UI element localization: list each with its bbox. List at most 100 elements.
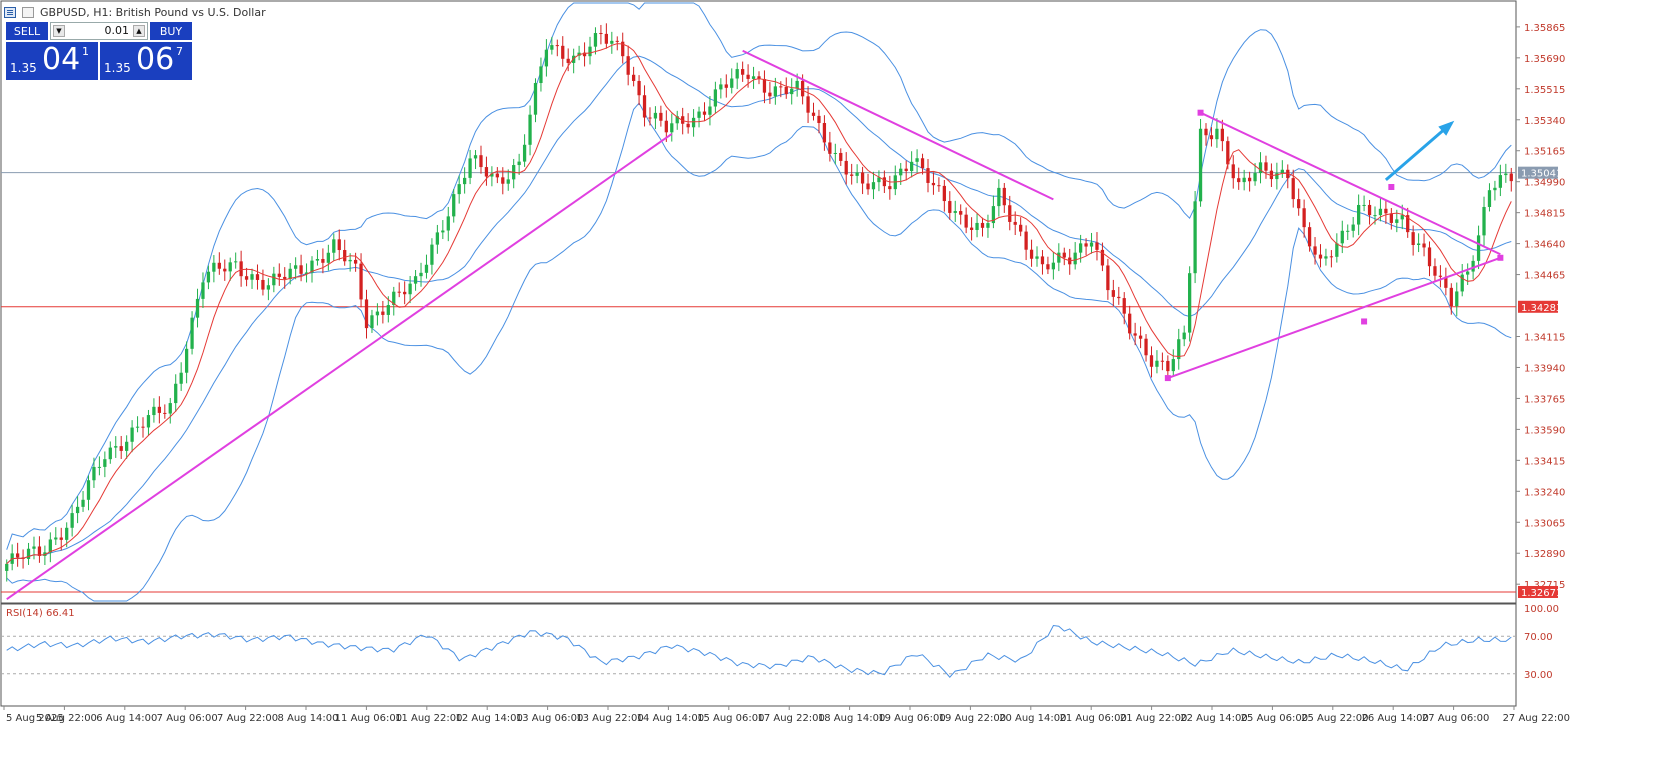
time-tick-label: 5 Aug 22:00 [36, 713, 97, 724]
decrease-lot-icon[interactable]: ▼ [53, 25, 65, 37]
candle-body [1346, 230, 1350, 232]
candle-body [599, 33, 603, 35]
candle-body [702, 111, 707, 115]
candle-body [1215, 128, 1219, 140]
increase-lot-icon[interactable]: ▲ [133, 25, 145, 37]
candle-body [1297, 199, 1301, 209]
candle-body [1438, 275, 1443, 277]
price-tick-label: 1.35865 [1524, 23, 1565, 34]
lot-size-stepper[interactable]: ▼ 0.01 ▲ [50, 22, 148, 40]
candle-body [157, 406, 161, 413]
candle-body [310, 260, 314, 273]
candle-body [790, 88, 794, 95]
candle-body [670, 123, 674, 133]
candle-body [904, 168, 908, 172]
candle-body [5, 563, 9, 571]
sell-price-box[interactable]: 1.35 04 1 [6, 42, 98, 80]
support-price-label: 1.32671 [1521, 588, 1562, 599]
candle-body [223, 268, 227, 272]
candle-body [1024, 231, 1028, 250]
candle-body [184, 348, 189, 373]
candle-body [337, 239, 341, 251]
candle-body [304, 272, 309, 274]
candle-body [659, 112, 663, 121]
candle-body [877, 177, 881, 183]
candle-body [228, 262, 232, 272]
bullish-arrow [1384, 122, 1453, 182]
support-price-tag [1518, 585, 1558, 598]
candle-body [920, 158, 925, 169]
candle-body [1504, 173, 1508, 176]
candle-body [452, 194, 456, 217]
candle-body [108, 447, 112, 460]
chart-settings-icon[interactable] [22, 7, 34, 18]
candle-body [784, 86, 788, 95]
candle-body [261, 279, 265, 290]
candle-body [550, 45, 554, 50]
candle-body [1144, 338, 1148, 356]
candle-body [850, 174, 854, 176]
candle-body [255, 274, 260, 280]
time-tick-label: 12 Aug 14:00 [455, 713, 522, 724]
buy-button[interactable]: BUY [150, 22, 192, 40]
candle-body [75, 506, 80, 514]
candle-body [1476, 235, 1481, 261]
candle-body [1220, 128, 1224, 142]
sell-price-prefix: 1.35 [10, 61, 37, 75]
bollinger-middle-band [6, 55, 1512, 565]
candle-body [795, 80, 799, 89]
trendline-anchor [1388, 184, 1395, 190]
candle-body [969, 227, 974, 230]
candle-body [1084, 243, 1088, 247]
chart-title: GBPUSD, H1: British Pound vs U.S. Dollar [40, 6, 266, 19]
candle-body [517, 161, 521, 166]
candle-body [168, 403, 172, 414]
lot-size-value[interactable]: 0.01 [104, 24, 130, 37]
candle-body [1400, 215, 1404, 220]
candle-body [871, 182, 876, 190]
candle-body [1264, 162, 1268, 171]
buy-price-box[interactable]: 1.35 06 7 [100, 42, 192, 80]
candle-body [1487, 190, 1492, 207]
candle-body [1046, 264, 1050, 270]
candle-body [1013, 221, 1017, 225]
candle-body [855, 172, 859, 176]
candle-body [582, 52, 587, 57]
candle-body [1122, 298, 1126, 314]
candle-body [762, 78, 767, 93]
candle-body [1324, 256, 1328, 259]
candle-body [817, 115, 821, 123]
price-tick-label: 1.33240 [1524, 487, 1565, 498]
candle-body [539, 66, 543, 84]
candle-body [1193, 201, 1197, 274]
candle-body [991, 206, 996, 224]
candle-body [773, 86, 777, 97]
candle-body [408, 283, 412, 295]
candle-body [195, 298, 200, 318]
candle-body [97, 466, 102, 468]
candle-body [800, 80, 805, 97]
candle-body [206, 271, 211, 283]
candle-body [152, 406, 156, 416]
candle-body [397, 291, 401, 293]
candle-body [959, 211, 963, 215]
candle-body [86, 480, 91, 500]
candle-body [757, 76, 761, 79]
time-tick-label: 18 Aug 14:00 [818, 713, 885, 724]
candle-body [37, 546, 42, 556]
candle-body [54, 537, 58, 540]
chart-title-bar: GBPUSD, H1: British Pound vs U.S. Dollar [4, 6, 266, 19]
candle-body [479, 155, 483, 168]
price-tick-label: 1.35165 [1524, 147, 1565, 158]
chart-window-icon[interactable] [4, 7, 16, 18]
candle-body [1149, 355, 1154, 367]
candle-body [844, 160, 848, 175]
price-tick-label: 1.35340 [1524, 116, 1565, 127]
sell-button[interactable]: SELL [6, 22, 48, 40]
candle-body [1089, 242, 1094, 247]
price-tick-label: 1.33765 [1524, 394, 1565, 405]
candle-body [146, 415, 151, 428]
candle-body [1422, 243, 1426, 248]
candle-body [1455, 291, 1459, 307]
